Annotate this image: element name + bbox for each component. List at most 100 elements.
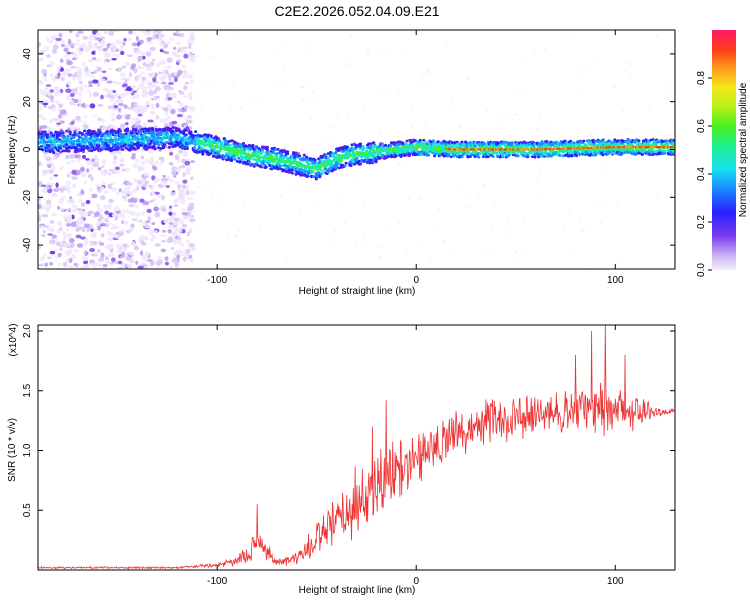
spectrogram-noise-dot	[40, 234, 46, 238]
spectrogram-noise-dot	[126, 54, 133, 58]
spectrogram-noise-dot	[75, 169, 81, 176]
spectrogram-noise-dot	[147, 119, 154, 123]
spectrogram-noise-dot	[422, 82, 426, 85]
spectrogram-ridge-dot	[582, 139, 586, 143]
spectrogram-noise-dot	[451, 99, 454, 102]
spectrogram-ridge-dot	[103, 134, 107, 138]
spectrogram-noise-dot	[113, 105, 119, 109]
spectrogram-noise-dot	[430, 258, 433, 261]
spectrogram-noise-dot	[599, 203, 602, 206]
spectrogram-noise-dot	[190, 176, 194, 181]
spectrogram-noise-dot	[71, 73, 77, 78]
spectrogram-noise-dot	[107, 222, 112, 225]
spectrogram-noise-dot	[145, 100, 151, 106]
spectrogram-noise-dot	[66, 171, 73, 176]
spectrogram-noise-dot	[60, 58, 64, 63]
spectrogram-ridge-dot	[225, 151, 229, 155]
spectrogram-noise-dot	[405, 249, 408, 252]
spectrogram-noise-dot	[335, 116, 339, 119]
spectrogram-noise-dot	[153, 34, 158, 40]
spectrogram-ridge-dot	[160, 130, 164, 134]
spectrogram-noise-dot	[57, 252, 62, 258]
spectrogram-ridge-dot	[276, 147, 280, 151]
spectrogram-noise-dot	[624, 61, 627, 64]
spectrogram-noise-dot	[130, 155, 136, 160]
spectrogram-noise-dot	[119, 163, 125, 167]
spectrogram-noise-dot	[179, 102, 184, 108]
spectrogram-ridge-dot	[168, 127, 173, 131]
spectrogram-noise-dot	[46, 163, 52, 169]
spectrogram-noise-dot	[108, 253, 115, 257]
spectrogram-noise-dot	[85, 199, 91, 205]
spectrogram-noise-dot	[211, 55, 215, 58]
spectrogram-noise-dot	[118, 92, 126, 98]
spectrogram-noise-dot	[164, 96, 168, 102]
spectrogram-noise-dot	[132, 90, 137, 93]
spectrogram-noise-dot	[108, 212, 114, 218]
spectrogram-noise-dot	[80, 201, 86, 207]
spectrogram-noise-dot	[90, 235, 97, 239]
spectrogram-noise-dot	[171, 92, 177, 99]
spectrogram-ridge-dot	[477, 155, 481, 159]
spectrogram-noise-dot	[124, 186, 128, 191]
spectrogram-ridge-dot	[491, 155, 495, 158]
spectrogram-noise-dot	[122, 83, 128, 87]
spectrogram-noise-dot	[80, 189, 85, 195]
spectrogram-noise-dot	[44, 262, 48, 267]
spectrogram-noise-dot	[121, 251, 125, 257]
spectrogram-noise-dot	[71, 57, 77, 61]
spectrogram-ridge-dot	[50, 149, 54, 152]
spectrogram-noise-dot	[46, 54, 51, 58]
spectrogram-noise-dot	[168, 148, 173, 153]
spectrogram-noise-dot	[78, 50, 83, 56]
spectrogram-noise-dot	[71, 159, 77, 163]
spectrogram-noise-dot	[183, 94, 188, 99]
spectrogram-noise-dot	[176, 236, 182, 241]
spectrogram-noise-dot	[182, 256, 187, 262]
spectrogram-noise-dot	[79, 80, 83, 85]
spectrogram-noise-dot	[76, 39, 81, 43]
spectrogram-noise-dot	[174, 154, 180, 160]
spectrogram-noise-dot	[514, 113, 517, 116]
spectrogram-noise-dot	[232, 83, 235, 86]
spectrogram-noise-dot	[79, 85, 83, 89]
spectrogram-noise-dot	[126, 186, 131, 191]
spectrogram-noise-dot	[154, 206, 159, 212]
spectrogram-noise-dot	[55, 99, 60, 105]
spectrogram-noise-dot	[38, 101, 42, 106]
spectrogram-noise-dot	[581, 230, 584, 233]
spectrogram-ridge-dot	[67, 149, 71, 153]
spectrogram-ridge-dot	[57, 138, 62, 142]
spectrogram-noise-dot	[630, 75, 633, 78]
spectrogram-noise-dot	[569, 250, 572, 253]
spectrogram-noise-dot	[143, 200, 150, 206]
spectrogram-ridge-dot	[303, 167, 308, 171]
spectrogram-noise-dot	[116, 247, 122, 254]
spectrogram-noise-dot	[187, 74, 194, 79]
spectrogram-noise-dot	[38, 161, 42, 167]
spectrogram-noise-dot	[72, 76, 76, 81]
spectrogram-noise-dot	[94, 44, 98, 49]
spectrogram-noise-dot	[171, 257, 178, 264]
spectrogram-ridge-dot	[59, 146, 63, 150]
spectrogram-noise-dot	[49, 98, 55, 103]
spectrogram-noise-dot	[181, 211, 188, 216]
spectrogram-noise-dot	[73, 206, 78, 210]
spectrogram-noise-dot	[108, 232, 114, 236]
spectrogram-ridge-dot	[167, 145, 171, 149]
spectrogram-noise-dot	[160, 178, 167, 182]
spectrogram-noise-dot	[134, 117, 140, 122]
spectrogram-noise-dot	[46, 227, 51, 231]
spectrogram-noise-dot	[466, 78, 469, 81]
spectrogram-noise-dot	[87, 40, 93, 46]
spectrogram-ridge-dot	[111, 143, 115, 146]
spectrogram-noise-dot	[244, 250, 247, 253]
spectrogram-noise-dot	[149, 156, 155, 161]
spectrogram-noise-dot	[151, 222, 156, 226]
spectrogram-noise-dot	[83, 249, 87, 256]
spectrogram-noise-dot	[117, 260, 123, 265]
spectrogram-noise-dot	[164, 111, 169, 116]
spectrogram-noise-dot	[70, 121, 75, 124]
spectrogram-noise-dot	[300, 85, 303, 88]
spectrogram-ridge-dot	[85, 144, 89, 148]
